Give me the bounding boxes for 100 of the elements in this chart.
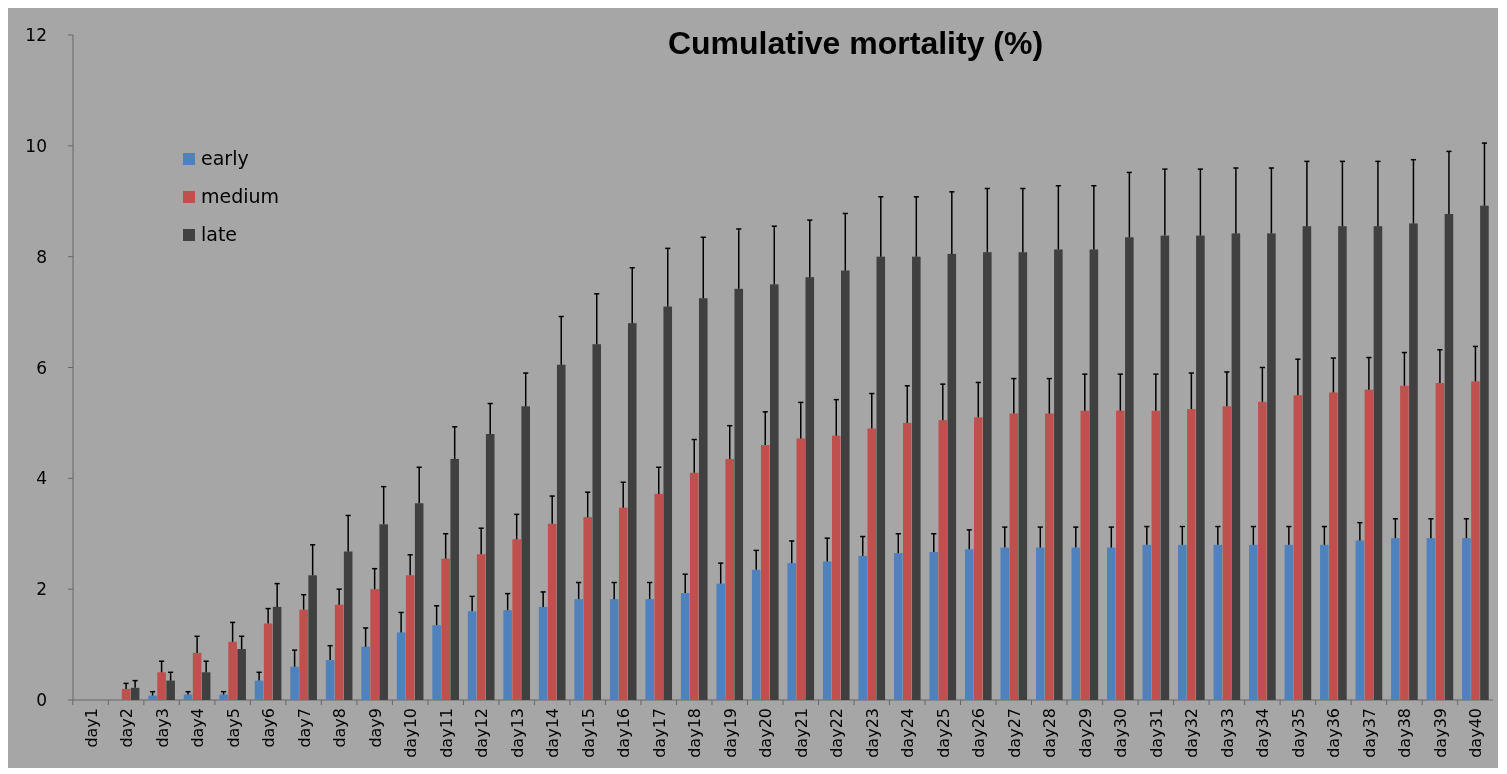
bar [867, 428, 877, 700]
y-tick-label: 8 [36, 246, 47, 267]
bar [299, 609, 308, 700]
bar [1355, 540, 1365, 700]
bar [574, 599, 583, 700]
x-tick-label: day3 [152, 708, 172, 748]
bar [157, 672, 166, 700]
bar [1089, 249, 1099, 700]
bar [166, 680, 175, 700]
bar [663, 306, 673, 700]
x-tick-label: day29 [1075, 708, 1095, 758]
bar [698, 298, 708, 700]
bar [725, 458, 735, 700]
bar [1338, 226, 1347, 700]
bar [556, 364, 566, 700]
bar [1293, 395, 1303, 700]
bar [1178, 544, 1187, 700]
bar [1071, 547, 1081, 700]
bar [192, 652, 202, 700]
legend-label: early [201, 147, 249, 169]
y-tick-label: 6 [36, 357, 47, 378]
bar [370, 589, 379, 700]
bar [1187, 409, 1196, 700]
bar [734, 288, 744, 700]
x-tick-label: day12 [472, 708, 492, 758]
bar [1364, 389, 1374, 700]
bar [1409, 223, 1418, 700]
chart-title: Cumulative mortality (%) [667, 25, 1044, 61]
bar [1258, 401, 1267, 700]
bar [432, 625, 441, 700]
bar [512, 539, 521, 700]
x-tick-label: day31 [1146, 708, 1166, 758]
bar [654, 493, 664, 700]
bar [929, 552, 939, 700]
bar [876, 256, 886, 700]
bar [1160, 235, 1170, 700]
x-tick-label: day30 [1111, 708, 1131, 758]
bar [361, 646, 370, 700]
bar [1302, 226, 1312, 700]
x-tick-label: day1 [81, 708, 101, 748]
bar [947, 253, 957, 700]
x-tick-label: day10 [401, 708, 421, 758]
x-tick-label: day18 [685, 708, 705, 758]
x-tick-label: day38 [1395, 708, 1415, 758]
bar [1267, 233, 1276, 700]
bar [983, 252, 992, 700]
bar [1391, 538, 1400, 700]
bar [627, 323, 637, 700]
bar [974, 417, 983, 700]
bar [290, 666, 299, 700]
bar [609, 599, 619, 700]
bar [1284, 544, 1294, 700]
x-tick-label: day27 [1004, 708, 1024, 758]
bar [1080, 410, 1090, 700]
bar [325, 660, 335, 700]
x-tick-label: day33 [1217, 708, 1237, 758]
bar [547, 523, 557, 700]
x-tick-label: day21 [791, 708, 811, 758]
x-tick-label: day37 [1359, 708, 1379, 758]
x-tick-label: day34 [1253, 708, 1273, 758]
bar [1196, 235, 1205, 700]
x-tick-label: day23 [862, 708, 882, 758]
x-tick-label: day35 [1288, 708, 1308, 758]
bar [228, 641, 237, 700]
bar [716, 583, 725, 700]
bar [1107, 547, 1116, 700]
x-tick-label: day11 [436, 708, 456, 758]
bar [1151, 410, 1161, 700]
bar [1471, 381, 1480, 700]
bar [689, 472, 699, 700]
bar [379, 524, 388, 700]
bar [1231, 233, 1241, 700]
x-tick-label: day25 [933, 708, 953, 758]
bar [467, 611, 477, 700]
x-tick-label: day14 [543, 708, 563, 758]
bar [1444, 214, 1454, 700]
x-tick-label: day40 [1466, 708, 1486, 758]
bar [343, 551, 353, 700]
x-tick-label: day20 [756, 708, 776, 758]
bar [902, 422, 912, 700]
bar [1000, 547, 1010, 700]
bar [521, 406, 530, 700]
bar [414, 503, 424, 700]
bar [183, 694, 193, 700]
bar [841, 270, 850, 700]
bar [148, 695, 157, 700]
bar [130, 687, 140, 700]
bar [237, 649, 246, 700]
bar [760, 445, 770, 700]
x-tick-label: day16 [614, 708, 634, 758]
bar [751, 569, 761, 700]
x-tick-label: day39 [1430, 708, 1450, 758]
bar [450, 458, 459, 700]
bar [592, 344, 602, 700]
bar [583, 517, 592, 700]
bar [912, 256, 921, 700]
bar [796, 438, 806, 700]
y-tick-label: 12 [25, 25, 47, 45]
bar [1480, 205, 1489, 700]
bar [1045, 413, 1054, 700]
